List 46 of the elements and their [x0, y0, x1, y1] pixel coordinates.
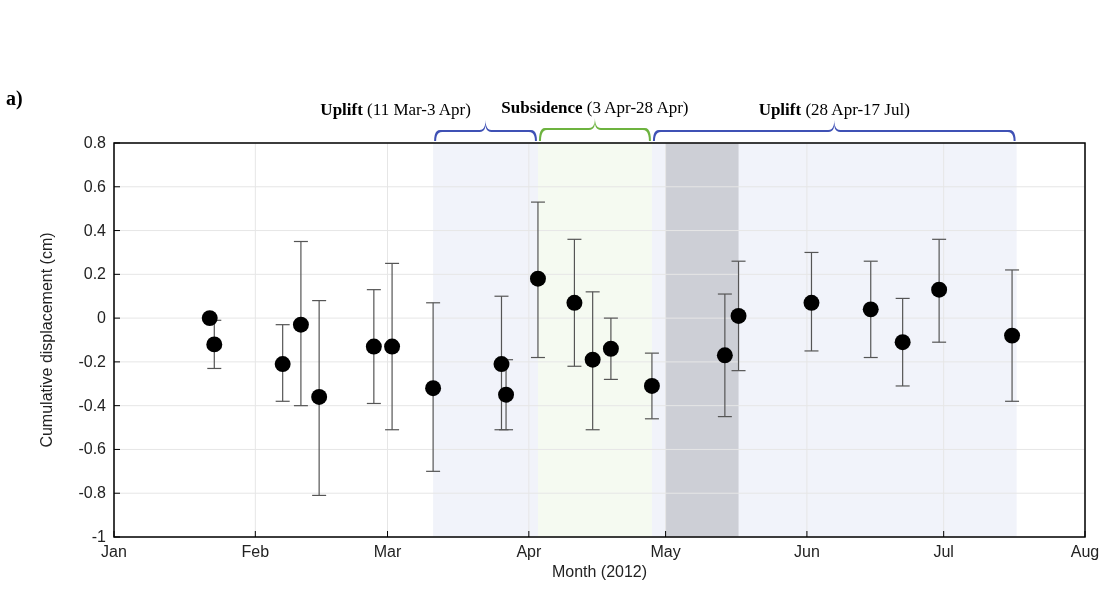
y-tick-label: -0.2	[78, 352, 107, 370]
y-tick-label: 0.2	[83, 265, 107, 283]
y-tick-label: -0.4	[78, 396, 107, 414]
x-tick-label: Aug	[1070, 543, 1100, 560]
point	[894, 334, 911, 351]
y-tick-label: 0.4	[83, 221, 107, 239]
x-tick-label: Feb	[241, 543, 270, 560]
x-tick-label: Apr	[516, 543, 542, 560]
y-tick-label: -0.6	[78, 440, 107, 458]
point	[643, 378, 660, 394]
y-tick-label: 0.8	[83, 134, 107, 151]
point	[529, 270, 546, 287]
point	[425, 380, 442, 397]
band-label: Subsidence (3 Apr-28 Apr)	[501, 98, 689, 117]
x-tick-label: Mar	[373, 543, 402, 560]
point	[716, 347, 733, 364]
point	[730, 307, 747, 324]
band-label: Uplift (28 Apr-17 Jul)	[758, 100, 910, 119]
x-axis-title: Month (2012)	[551, 563, 648, 580]
y-tick-label: 0.6	[83, 177, 107, 195]
point	[274, 356, 291, 373]
x-tick-label: Jan	[101, 543, 127, 560]
point	[206, 336, 223, 353]
point	[384, 338, 401, 355]
y-tick-label: 0	[97, 309, 107, 327]
point	[566, 294, 583, 311]
point	[365, 338, 382, 355]
y-tick-label: -1	[91, 528, 107, 545]
point	[584, 351, 601, 368]
point	[931, 281, 948, 298]
y-tick-label: -0.8	[78, 484, 107, 502]
band-label: Uplift (11 Mar-3 Apr)	[320, 100, 471, 119]
point	[602, 340, 619, 357]
x-tick-label: Jun	[794, 543, 820, 560]
point	[493, 356, 510, 373]
point	[498, 386, 515, 403]
point	[1004, 327, 1021, 344]
point	[292, 316, 309, 333]
point	[311, 388, 328, 405]
y-axis-title: Cumulative displacement (cm)	[38, 232, 55, 448]
point	[862, 301, 879, 318]
text: a)	[6, 87, 23, 110]
x-tick-label: May	[650, 543, 681, 560]
point	[803, 294, 820, 311]
point	[201, 310, 218, 327]
x-tick-label: Jul	[933, 543, 954, 560]
